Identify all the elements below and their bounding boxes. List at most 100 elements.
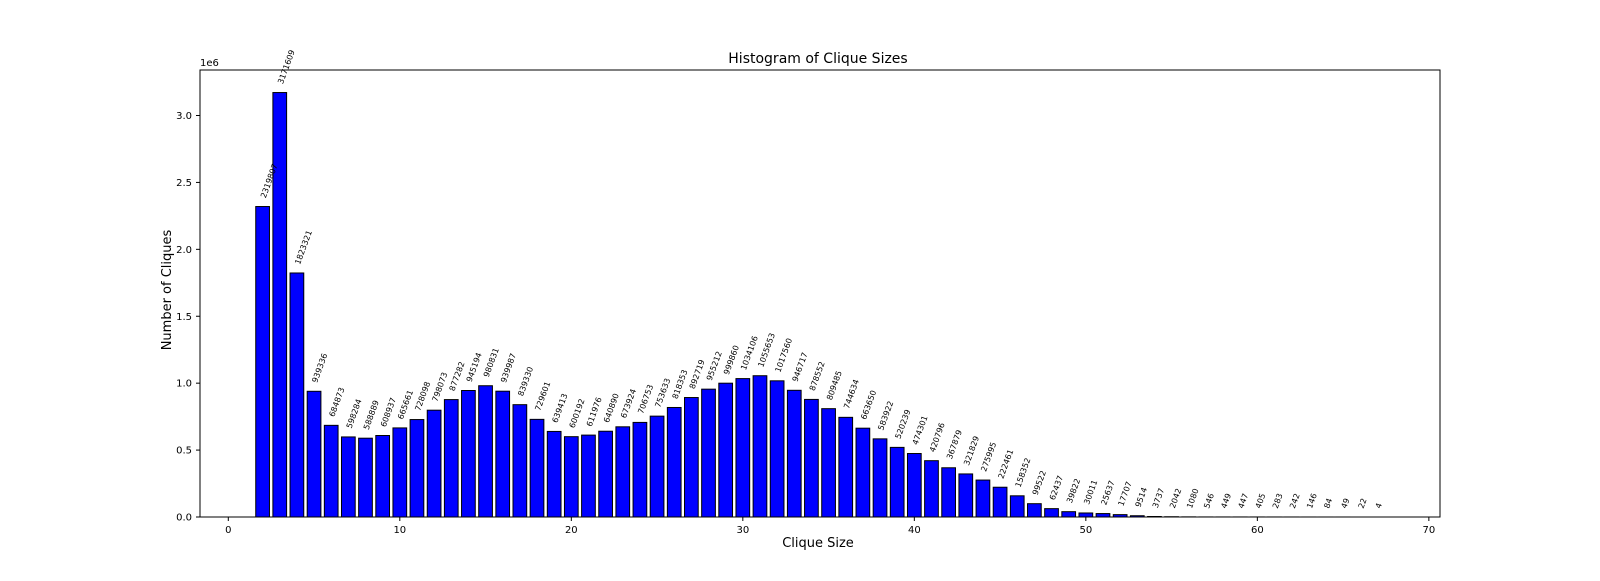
bar-value-label-15: 980831 [482, 347, 501, 379]
bar-value-label-61: 283 [1271, 492, 1285, 509]
bar-value-label-31: 1055653 [756, 332, 777, 369]
bar-value-label-62: 242 [1288, 492, 1302, 509]
bar-value-label-47: 99522 [1031, 469, 1048, 496]
bar-value-label-36: 744634 [842, 378, 861, 410]
bar-value-label-13: 877282 [448, 360, 467, 392]
chart-title: Histogram of Clique Sizes [728, 51, 907, 67]
y-tick-label: 1.5 [176, 312, 192, 323]
bar-value-label-28: 955212 [705, 350, 724, 382]
bar-value-label-57: 546 [1202, 492, 1216, 509]
bar-value-label-17: 839330 [516, 366, 535, 398]
x-tick-label: 30 [736, 525, 749, 536]
bar-value-label-35: 809485 [825, 370, 844, 402]
y-tick-label: 0.5 [176, 446, 192, 457]
bar-17 [512, 404, 528, 518]
bar-44 [975, 479, 991, 518]
bar-16 [495, 390, 511, 518]
bar-value-label-29: 999860 [722, 344, 741, 376]
bar-value-label-33: 946717 [791, 351, 810, 383]
bar-value-label-54: 3737 [1151, 487, 1166, 509]
bar-10 [392, 427, 408, 518]
bar-13 [443, 399, 459, 518]
bar-37 [855, 427, 871, 518]
y-tick-label: 2.5 [176, 178, 192, 189]
bar-value-label-60: 405 [1254, 492, 1268, 509]
bar-8 [358, 437, 373, 518]
bar-48 [1044, 508, 1059, 518]
y-axis: 0.0 0.5 1.0 1.5 2.0 2.5 3.0 [176, 111, 200, 524]
bar-47 [1027, 503, 1042, 518]
bar-value-label-63: 146 [1305, 492, 1319, 509]
bar-value-label-3: 3171609 [276, 49, 297, 86]
bar-40 [906, 453, 922, 518]
bar-value-label-53: 9514 [1134, 486, 1149, 508]
bar-value-label-44: 275995 [979, 441, 998, 473]
bar-7 [340, 436, 356, 518]
bar-value-label-41: 420796 [928, 422, 947, 454]
x-tick-label: 60 [1251, 525, 1264, 536]
bar-value-label-8: 588889 [362, 399, 381, 431]
x-axis-label: Clique Size [782, 536, 854, 551]
bar-value-label-7: 598284 [345, 398, 364, 430]
bar-9 [375, 435, 391, 518]
bar-value-label-38: 583922 [876, 400, 895, 432]
y-tick-label: 0.0 [176, 513, 192, 524]
bar-value-label-19: 639413 [551, 392, 570, 424]
bar-group [255, 92, 1351, 518]
y-axis-label: Number of Cliques [160, 229, 175, 350]
y-axis-offset-text: 1e6 [200, 58, 219, 69]
bar-27 [684, 397, 699, 518]
bar-value-label-18: 729601 [533, 380, 552, 412]
bar-14 [461, 390, 476, 518]
bar-46 [1009, 495, 1025, 518]
bar-value-label-67: 4 [1374, 502, 1384, 510]
x-tick-label: 0 [225, 525, 231, 536]
y-tick-label: 1.0 [176, 379, 192, 390]
bar-6 [323, 424, 339, 518]
bar-39 [889, 446, 905, 518]
bar-43 [958, 473, 974, 518]
bar-25 [649, 415, 665, 518]
bar-value-label-9: 608937 [379, 396, 398, 428]
bar-5 [306, 390, 322, 518]
bar-value-label-6: 684873 [328, 386, 347, 418]
x-tick-label: 20 [565, 525, 578, 536]
bar-35 [821, 408, 836, 518]
bar-2 [255, 206, 270, 518]
bar-value-label-5: 939336 [310, 352, 329, 384]
bar-36 [838, 416, 854, 518]
bar-value-label-42: 367879 [945, 429, 964, 461]
bar-value-label-20: 600192 [568, 398, 587, 430]
bar-3 [272, 92, 288, 518]
bar-12 [426, 409, 442, 518]
bar-value-label-21: 611976 [585, 396, 604, 428]
bar-value-label-32: 1017560 [774, 337, 795, 374]
y-tick-label: 2.0 [176, 245, 192, 256]
bar-value-label-10: 665661 [396, 389, 415, 421]
bar-50 [1078, 512, 1094, 518]
bar-41 [924, 460, 939, 518]
bar-11 [409, 419, 425, 518]
bar-value-label-37: 663650 [859, 389, 878, 421]
bar-value-label-4: 1823321 [293, 229, 314, 266]
bar-22 [598, 430, 613, 518]
bar-20 [563, 436, 579, 518]
bar-21 [581, 434, 596, 518]
bar-value-label-40: 474301 [911, 414, 930, 446]
bar-value-label-45: 222461 [997, 448, 1016, 480]
bar-29 [718, 382, 734, 518]
bar-value-label-11: 728098 [413, 380, 432, 412]
bar-value-label-46: 158352 [1014, 457, 1033, 489]
bar-24 [632, 421, 648, 518]
bar-value-label-52: 17707 [1117, 480, 1134, 507]
bar-value-label-16: 939987 [499, 352, 518, 384]
bar-value-label-56: 1080 [1185, 487, 1200, 509]
bar-23 [615, 426, 631, 518]
x-tick-label: 70 [1422, 525, 1435, 536]
bar-19 [546, 430, 562, 518]
bar-value-label-55: 2042 [1168, 487, 1183, 509]
x-tick-label: 50 [1079, 525, 1092, 536]
x-tick-label: 10 [393, 525, 406, 536]
bar-value-label-49: 39822 [1065, 477, 1082, 504]
bar-value-label-50: 30011 [1082, 479, 1099, 506]
